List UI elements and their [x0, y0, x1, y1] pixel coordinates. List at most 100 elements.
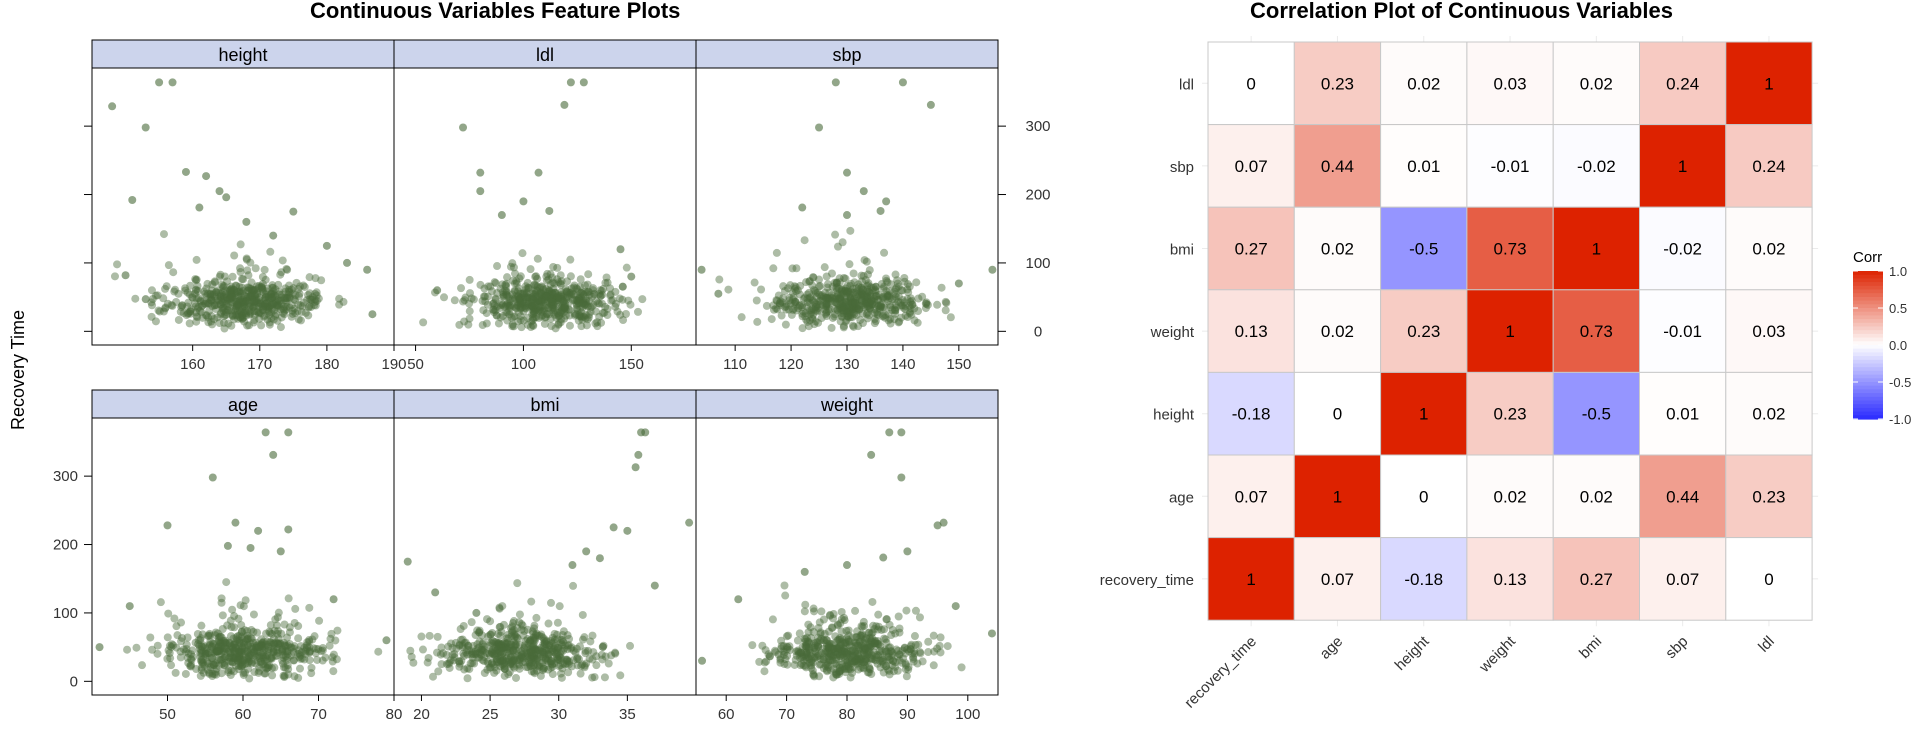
scatter-point	[220, 318, 229, 327]
scatter-point	[539, 285, 548, 294]
scatter-point	[272, 638, 281, 647]
scatter-point	[151, 291, 160, 300]
scatter-point	[510, 302, 519, 311]
scatter-point	[542, 272, 551, 281]
scatter-point	[908, 300, 917, 309]
scatter-point	[278, 645, 287, 654]
scatter-point	[509, 322, 518, 331]
scatter-point	[556, 300, 565, 309]
scatter-point	[520, 299, 529, 308]
scatter-point	[228, 293, 237, 302]
scatter-point	[247, 278, 256, 287]
scatter-point	[244, 286, 253, 295]
scatter-point	[305, 273, 314, 282]
scatter-point	[575, 310, 584, 319]
scatter-point	[206, 289, 215, 298]
scatter-point	[776, 658, 785, 667]
scatter-point	[172, 297, 181, 306]
panel-label-ldl: ldl	[536, 45, 554, 65]
scatter-point	[274, 301, 283, 310]
scatter-point	[267, 300, 276, 309]
scatter-point	[490, 278, 499, 287]
scatter-point	[198, 313, 207, 322]
scatter-point	[459, 123, 468, 132]
scatter-point	[595, 554, 604, 563]
scatter-point	[210, 301, 219, 310]
scatter-point	[291, 296, 300, 305]
scatter-point	[584, 313, 593, 322]
scatter-point	[581, 298, 590, 307]
scatter-point	[537, 292, 546, 301]
scatter-point	[548, 289, 557, 298]
scatter-point	[524, 285, 533, 294]
scatter-point	[815, 123, 824, 132]
scatter-point	[242, 311, 251, 320]
scatter-point	[874, 610, 883, 619]
scatter-point	[556, 318, 565, 327]
scatter-point	[549, 292, 558, 301]
scatter-point	[933, 521, 942, 530]
scatter-point	[568, 296, 577, 305]
scatter-point	[503, 308, 512, 317]
scatter-point	[242, 293, 251, 302]
scatter-point	[177, 303, 186, 312]
scatter-point	[567, 290, 576, 299]
scatter-point	[562, 295, 571, 304]
scatter-point	[862, 257, 871, 266]
scatter-point	[575, 299, 584, 308]
scatter-point	[256, 299, 265, 308]
scatter-point	[550, 310, 559, 319]
scatter-point	[781, 591, 790, 600]
scatter-point	[546, 280, 555, 289]
scatter-point	[512, 277, 521, 286]
scatter-point	[496, 284, 505, 293]
scatter-point	[465, 314, 474, 323]
scatter-point	[809, 658, 818, 667]
scatter-point	[518, 299, 527, 308]
scatter-point	[685, 518, 694, 527]
scatter-point	[291, 604, 300, 613]
scatter-point	[536, 305, 545, 314]
scatter-point	[121, 271, 130, 280]
scatter-point	[284, 287, 293, 296]
scatter-point	[467, 618, 476, 627]
scatter-point	[851, 298, 860, 307]
scatter-point	[581, 311, 590, 320]
scatter-point	[547, 288, 556, 297]
scatter-point	[547, 656, 556, 665]
scatter-point	[618, 282, 627, 291]
scatter-point	[553, 292, 562, 301]
scatter-point	[231, 293, 240, 302]
scatter-point	[178, 301, 187, 310]
scatter-point	[569, 581, 578, 590]
scatter-point	[242, 255, 251, 264]
heatmap-y-label: ldl	[1179, 76, 1194, 93]
scatter-point	[525, 302, 534, 311]
scatter-point	[506, 295, 515, 304]
scatter-point	[554, 278, 563, 287]
scatter-point	[538, 295, 547, 304]
scatter-point	[843, 289, 852, 298]
scatter-point	[458, 643, 467, 652]
legend-gradient-step	[1853, 411, 1883, 416]
scatter-point	[516, 303, 525, 312]
scatter-point	[164, 261, 173, 270]
scatter-point	[487, 659, 496, 668]
scatter-point	[504, 292, 513, 301]
scatter-point	[557, 277, 566, 286]
scatter-point	[227, 293, 236, 302]
scatter-point	[603, 304, 612, 313]
scatter-point	[577, 288, 586, 297]
scatter-point	[363, 265, 372, 274]
scatter-point	[753, 317, 762, 326]
scatter-point	[512, 291, 521, 300]
scatter-point	[227, 291, 236, 300]
legend-gradient-step	[1853, 293, 1883, 298]
scatter-point	[825, 305, 834, 314]
scatter-point	[226, 286, 235, 295]
scatter-point	[489, 305, 498, 314]
scatter-point	[553, 296, 562, 305]
scatter-point	[239, 313, 248, 322]
scatter-point	[854, 645, 863, 654]
scatter-point	[502, 288, 511, 297]
